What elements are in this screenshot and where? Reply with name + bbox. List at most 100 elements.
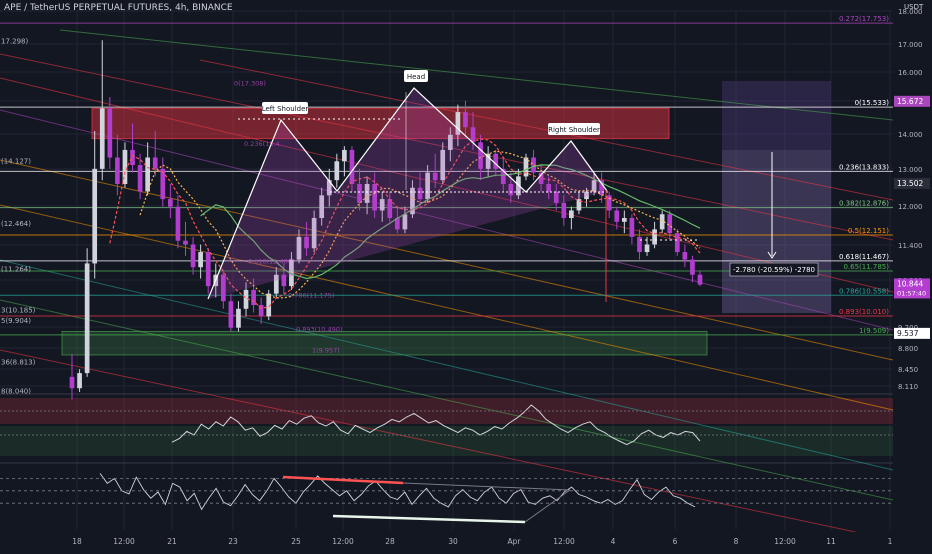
left-fib-label-6: 36(8.813) [1, 358, 36, 366]
candle-body-56 [493, 153, 499, 169]
time-tick-5: 12:00 [332, 537, 354, 546]
candle-body-76 [644, 244, 650, 253]
candle-body-66 [569, 210, 574, 219]
candle-body-1 [77, 373, 82, 389]
projection-box-inner [722, 150, 831, 313]
price-tag-1: 13.502 [897, 179, 923, 188]
fib-levels: 0.272(17.753) 0(15.533) 0.236(13.833) 0.382… [0, 15, 893, 395]
time-tick-7: 30 [448, 537, 458, 546]
oscillator-panel: 80.00040.000 [0, 473, 925, 524]
price-tick-12: 8.110 [898, 383, 918, 391]
candle-body-32 [311, 218, 317, 249]
candle-body-33 [319, 195, 325, 219]
left-fib-label-2: (12.464) [1, 220, 31, 228]
candle-body-16 [190, 244, 196, 268]
price-tick-2: 16.000 [898, 69, 923, 77]
channel-line-2 [0, 159, 894, 361]
measure-tool: -2.780 (-20.59%) -2780 [729, 152, 819, 277]
time-tick-0: 18 [72, 537, 82, 546]
candle-body-5 [107, 108, 113, 158]
price-tag-box-0 [894, 95, 930, 107]
candle-body-55 [485, 153, 491, 169]
candle-body-73 [621, 218, 627, 222]
left-fib-label-0: 17.298) [1, 37, 28, 45]
rsi-line [171, 404, 701, 446]
channel-line-7 [59, 29, 894, 121]
time-tick-6: 28 [385, 537, 395, 546]
price-tag-sub-2: 01:57:40 [897, 289, 926, 297]
price-tag-3: 9.537 [897, 329, 919, 338]
price-tag-2: 10.844 [897, 279, 923, 288]
fib-level-label-6: 0.65(11.785) [843, 263, 889, 271]
candle-body-64 [553, 191, 559, 203]
rsi-oversold-band [0, 426, 893, 456]
candle-body-23 [243, 289, 249, 309]
candle-body-77 [652, 229, 657, 245]
candle-body-78 [659, 214, 665, 230]
candle-body-26 [266, 293, 272, 317]
symbol-header: APE / TetherUS PERPETUAL FUTURES, 4h, BI… [4, 3, 233, 13]
candle-body-82 [690, 259, 695, 275]
candle-body-50 [447, 134, 453, 150]
channel-line-9 [199, 59, 894, 201]
candle-body-68 [584, 191, 589, 200]
channel-line-8 [0, 109, 894, 331]
candle-body-4 [99, 108, 105, 169]
candle-body-2 [84, 263, 90, 374]
candle-body-36 [342, 149, 347, 162]
candle-body-14 [175, 206, 181, 241]
candle-body-21 [228, 301, 234, 328]
candle-body-71 [606, 195, 612, 211]
candle-body-18 [205, 252, 211, 287]
candle-body-42 [387, 199, 393, 219]
price-tick-11: 8.450 [898, 366, 918, 374]
fib-level-label-7: 0.786(10.558) [839, 287, 889, 295]
channel-line-1 [0, 77, 894, 293]
inner-fib-label-0: 0(17.308) [234, 80, 266, 88]
candle-body-62 [538, 172, 544, 184]
candle-body-3 [92, 168, 98, 264]
measure-label: -2.780 (-20.59%) -2780 [733, 266, 815, 274]
price-axis-bg [893, 0, 932, 550]
candle-body-44 [402, 214, 408, 230]
candle-body-27 [273, 274, 279, 294]
candle-body-53 [470, 127, 476, 143]
candle-body-38 [357, 183, 362, 203]
candle-body-80 [674, 233, 680, 253]
time-tick-11: 6 [673, 537, 678, 546]
fib-level-label-0: 0.272(17.753) [839, 15, 889, 23]
candle-body-7 [122, 149, 128, 184]
left-fib-label-5: 5(9.904) [1, 317, 31, 325]
candle-body-12 [160, 168, 166, 200]
price-tick-10: 8.800 [898, 345, 918, 353]
candle-body-0 [69, 376, 75, 389]
fib-level-label-1: 0(15.533) [855, 99, 890, 107]
pattern-label-box-1 [404, 70, 428, 82]
price-tag-box-1 [894, 177, 930, 189]
candle-body-15 [183, 240, 188, 245]
candle-body-31 [304, 236, 309, 249]
candle-body-30 [296, 236, 302, 260]
candle-body-49 [440, 149, 446, 181]
trend-channels [0, 29, 894, 541]
candle-body-6 [115, 157, 120, 184]
pattern-label-2: Right Shoulder [548, 126, 600, 134]
candle-body-72 [614, 210, 620, 222]
oscillator-line [99, 473, 696, 511]
ema-slow-line [139, 150, 701, 299]
candle-body-52 [463, 112, 468, 128]
time-tick-15: 1 [888, 537, 893, 546]
candle-body-47 [425, 172, 430, 200]
bearish-divergence-line [282, 475, 404, 485]
candle-body-20 [220, 274, 226, 302]
pattern-label-box-0 [262, 102, 308, 114]
currency-label: USDT [904, 3, 924, 11]
price-tick-7: 11.400 [898, 242, 923, 250]
time-axis-bg [0, 532, 932, 550]
candle-body-22 [236, 308, 241, 328]
candle-body-10 [145, 157, 151, 192]
candle-body-81 [682, 252, 688, 260]
fib-level-label-3: 0.382(12.876) [839, 200, 889, 208]
